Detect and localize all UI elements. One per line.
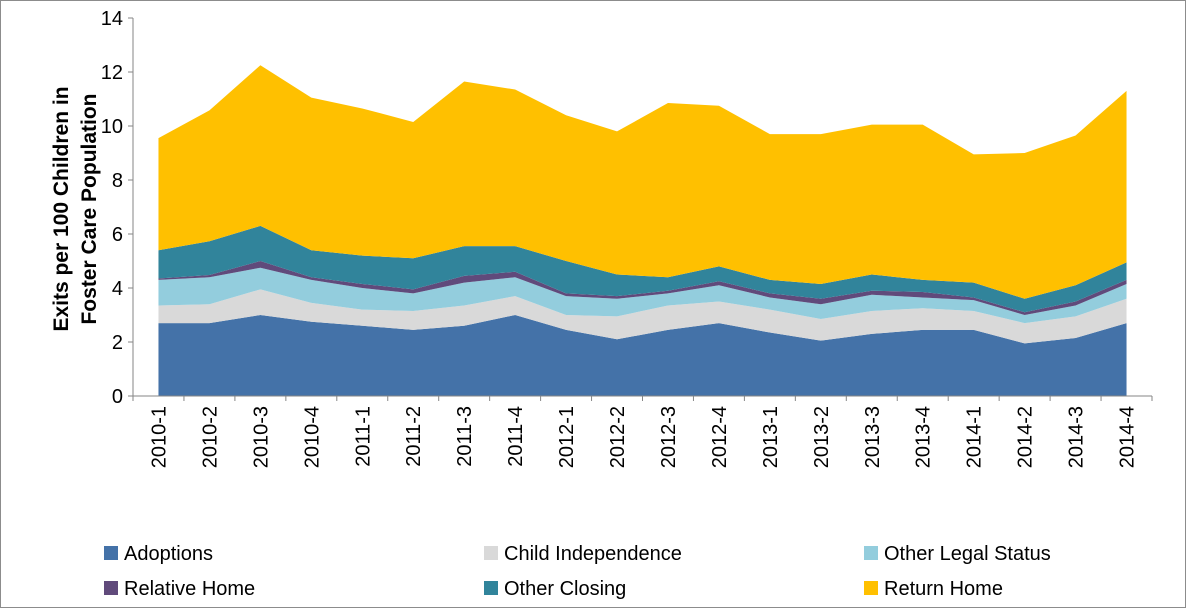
y-tick-label: 8 xyxy=(112,170,123,192)
legend-swatch xyxy=(864,581,878,595)
x-tick-label: 2012-4 xyxy=(709,406,731,468)
y-tick-label: 12 xyxy=(101,62,123,84)
x-tick-label: 2014-1 xyxy=(964,406,986,468)
legend-label: Return Home xyxy=(884,578,1003,600)
x-tick-label: 2010-2 xyxy=(199,406,221,468)
y-tick-label: 4 xyxy=(112,278,123,300)
legend: Adoptions Child Independence Other Legal S… xyxy=(104,543,1051,600)
x-tick-label: 2010-1 xyxy=(148,406,170,468)
area-series-group xyxy=(158,65,1127,396)
y-tick-labels: 0 2 4 6 8 10 12 14 xyxy=(101,8,123,408)
area-child-independence xyxy=(158,289,1127,344)
x-tick-label: 2010-3 xyxy=(250,406,272,468)
x-tick-label: 2014-2 xyxy=(1015,406,1037,468)
legend-swatch xyxy=(104,581,118,595)
x-tick-label: 2013-3 xyxy=(862,406,884,468)
y-tick-label: 6 xyxy=(112,224,123,246)
legend-label: Child Independence xyxy=(504,543,682,565)
legend-swatch xyxy=(484,581,498,595)
axes-group xyxy=(128,17,1153,401)
y-axis-title-line2: Foster Care Population xyxy=(78,93,101,324)
x-tick-label: 2012-1 xyxy=(556,406,578,468)
y-tick-label: 14 xyxy=(101,8,123,30)
y-tick-label: 0 xyxy=(112,386,123,408)
area-other-closing xyxy=(158,225,1127,313)
legend-label: Other Legal Status xyxy=(884,543,1051,565)
x-tick-labels: 2010-1 2010-2 2010-3 2010-4 2011-1 2011-2 2011… xyxy=(148,406,1138,468)
x-tick-label: 2011-1 xyxy=(352,406,374,467)
x-tick-label: 2012-3 xyxy=(658,406,680,468)
x-tick-label: 2013-4 xyxy=(913,406,935,468)
x-tick-label: 2011-2 xyxy=(403,406,425,467)
x-tick-label: 2013-1 xyxy=(760,406,782,468)
x-tick-label: 2010-4 xyxy=(301,406,323,468)
legend-label: Relative Home xyxy=(124,578,255,600)
legend-label: Other Closing xyxy=(504,578,626,600)
legend-swatch xyxy=(484,546,498,560)
x-tick-label: 2014-4 xyxy=(1117,406,1139,468)
x-tick-label: 2013-2 xyxy=(811,406,833,468)
legend-label: Adoptions xyxy=(124,543,213,565)
area-relative-home xyxy=(158,261,1127,315)
y-tick-label: 2 xyxy=(112,332,123,354)
area-adoptions xyxy=(158,315,1127,396)
x-tick-label: 2014-3 xyxy=(1066,406,1088,468)
legend-swatch xyxy=(104,546,118,560)
x-tick-label: 2011-3 xyxy=(454,406,476,467)
legend-swatch xyxy=(864,546,878,560)
area-return-home xyxy=(158,65,1127,299)
area-other-legal-status xyxy=(158,267,1127,324)
x-tick-label: 2012-2 xyxy=(607,406,629,468)
y-tick-label: 10 xyxy=(101,116,123,138)
x-tick-label: 2011-4 xyxy=(505,406,527,467)
y-axis-title-line1: Exits per 100 Children in xyxy=(50,86,73,331)
